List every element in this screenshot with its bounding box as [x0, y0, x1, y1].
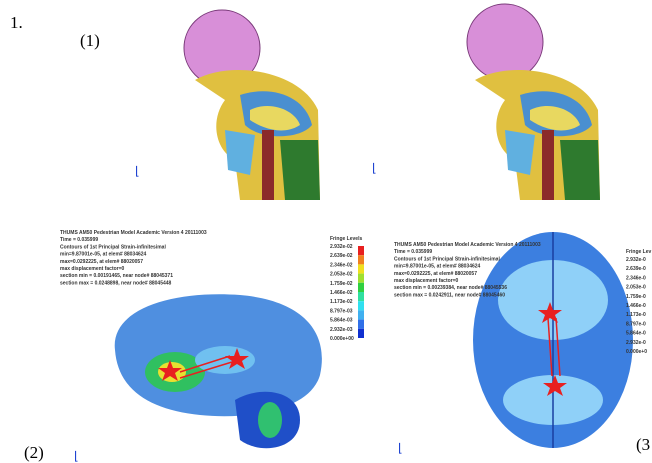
fringe-label: 1.173e-0: [626, 312, 646, 318]
fringe-swatch: [358, 292, 364, 301]
fringe-label: 2.639e-0: [626, 266, 646, 272]
model-info: Time = 0.035999: [60, 237, 98, 243]
head-model: [184, 10, 320, 200]
model-info: Contours of 1st Principal Strain-infinit…: [394, 256, 500, 262]
fringe-swatch: [358, 329, 364, 338]
figure: 1. (1) (2) (3 ⌊ ⌊ ⌊: [0, 0, 652, 463]
fringe-swatch: [358, 301, 364, 310]
fringe-label: 2.053e-02: [330, 272, 353, 278]
brain-model: [115, 294, 322, 448]
fringe-label: 1.759e-0: [626, 294, 646, 300]
fringe-label: 5.864e-03: [330, 318, 353, 324]
fringe-label: 8.797e-03: [330, 308, 353, 314]
model-info: section max = 0.0242911, near node# 8804…: [394, 292, 505, 298]
model-info: min=9.87001e-05, at elem# 88034624: [60, 252, 147, 258]
fringe-label: 1.173e-02: [330, 299, 353, 305]
fringe-title: Fringe Lev: [626, 249, 652, 255]
sub-label: (2): [24, 443, 44, 462]
fringe-label: 8.797e-0: [626, 321, 646, 327]
fringe-swatch: [358, 310, 364, 319]
fringe-swatch: [358, 264, 364, 273]
axis-icon: ⌊: [398, 441, 403, 455]
model-info: max displacement factor=0: [60, 266, 125, 272]
head-model: [467, 4, 600, 200]
fringe-label: 2.346e-0: [626, 275, 646, 281]
axis-icon: ⌊: [74, 449, 79, 463]
figure-number: 1.: [10, 13, 23, 32]
fringe-swatch: [358, 255, 364, 264]
model-info: max=0.0292225, at elem# 88020057: [394, 271, 477, 277]
fringe-label: 2.053e-0: [626, 285, 646, 291]
model-title: THUMS AM50 Pedestrian Model Academic Ver…: [394, 242, 541, 248]
fringe-label: 0.000e+00: [330, 336, 354, 342]
model-info: min=9.87001e-05, at elem# 88034624: [394, 264, 481, 270]
fringe-label: 2.932e-03: [330, 327, 353, 333]
fringe-swatch: [358, 246, 364, 255]
axis-icon: ⌊: [372, 161, 377, 175]
fringe-label: 2.932e-02: [330, 244, 353, 250]
fringe-label: 2.346e-02: [330, 262, 353, 268]
model-info: section max = 0.0248898, near node# 8804…: [60, 280, 172, 286]
model-title: THUMS AM50 Pedestrian Model Academic Ver…: [60, 230, 207, 236]
model-info: Contours of 1st Principal Strain-infinit…: [60, 244, 166, 250]
model-info: Time = 0.035999: [394, 249, 432, 255]
fringe-label: 2.932e-0: [626, 257, 646, 263]
sub-label: (1): [80, 31, 100, 50]
fringe-swatch: [358, 320, 364, 329]
model-info: max=0.0292225, at elem# 88020057: [60, 259, 143, 265]
fringe-label: 1.759e-02: [330, 281, 353, 287]
fringe-label: 0.000e+0: [626, 349, 647, 355]
fringe-title: Fringe Levels: [330, 236, 362, 242]
fringe-label: 1.466e-02: [330, 290, 353, 296]
fringe-swatch: [358, 283, 364, 292]
fringe-label: 2.639e-02: [330, 253, 353, 259]
fringe-swatch: [358, 274, 364, 283]
fringe-label: 2.932e-0: [626, 340, 646, 346]
model-info: section min = 0.00191465, near node# 880…: [60, 273, 173, 279]
brain-model: [473, 232, 633, 448]
fringe-label: 1.466e-0: [626, 303, 646, 309]
axis-icon: ⌊: [135, 164, 140, 178]
fringe-label: 5.864e-0: [626, 331, 646, 337]
sub-label: (3: [636, 435, 650, 454]
model-info: max displacement factor=0: [394, 278, 459, 284]
model-info: section min = 0.00239384, near node# 880…: [394, 285, 507, 291]
